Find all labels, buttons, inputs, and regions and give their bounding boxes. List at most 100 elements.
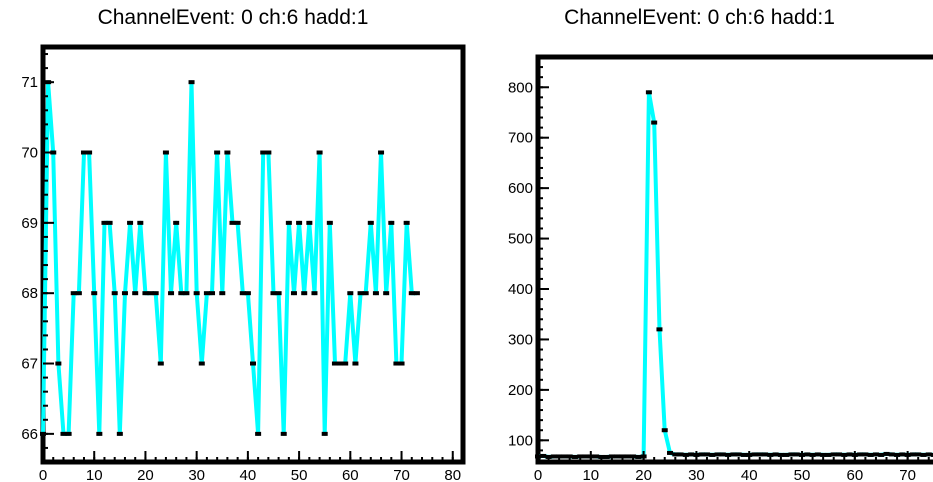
right-data-point bbox=[830, 452, 837, 457]
right-y-tick-label: 300 bbox=[508, 331, 533, 348]
right-data-point bbox=[894, 452, 901, 457]
right-data-point bbox=[925, 452, 932, 457]
left-series-line bbox=[41, 80, 417, 436]
left-data-point bbox=[234, 220, 241, 225]
right-data-point bbox=[762, 452, 769, 457]
right-data-point bbox=[635, 454, 642, 459]
left-data-point bbox=[316, 150, 323, 155]
right-data-point bbox=[772, 452, 779, 457]
right-data-point bbox=[756, 452, 763, 457]
left-data-point bbox=[255, 431, 262, 436]
right-data-point bbox=[672, 452, 679, 457]
left-y-tick-label: 68 bbox=[21, 285, 38, 302]
right-data-point bbox=[915, 452, 922, 457]
right-data-point bbox=[751, 452, 758, 457]
right-data-point bbox=[619, 454, 626, 459]
left-data-point bbox=[106, 220, 113, 225]
left-data-point bbox=[91, 291, 98, 296]
left-data-point bbox=[209, 291, 216, 296]
left-data-point bbox=[265, 150, 272, 155]
right-data-point bbox=[550, 454, 557, 459]
right-data-point bbox=[645, 90, 652, 95]
right-data-point bbox=[888, 452, 895, 457]
left-data-point bbox=[331, 361, 338, 366]
left-data-point bbox=[250, 361, 256, 366]
left-y-tick-label: 70 bbox=[21, 145, 38, 162]
right-data-point bbox=[730, 452, 737, 457]
left-data-point bbox=[403, 220, 410, 225]
right-data-point bbox=[651, 120, 658, 125]
right-data-point bbox=[777, 452, 784, 457]
left-data-point bbox=[408, 291, 415, 296]
left-data-point bbox=[111, 291, 118, 296]
right-data-point bbox=[883, 451, 890, 456]
right-data-point bbox=[809, 452, 816, 457]
left-data-point bbox=[337, 361, 344, 366]
right-x-tick-label: 0 bbox=[534, 467, 542, 482]
left-data-point bbox=[188, 80, 195, 85]
left-data-point bbox=[101, 220, 108, 225]
right-data-point bbox=[566, 454, 573, 459]
left-data-point bbox=[378, 150, 385, 155]
left-data-point bbox=[270, 291, 277, 296]
left-data-point bbox=[311, 291, 318, 296]
right-data-point bbox=[719, 452, 726, 457]
right-data-point bbox=[540, 453, 547, 458]
right-data-point bbox=[820, 452, 827, 457]
left-data-point bbox=[321, 431, 328, 436]
right-data-point bbox=[788, 452, 795, 457]
left-data-point bbox=[290, 291, 297, 296]
left-data-point bbox=[142, 291, 149, 296]
right-data-point bbox=[814, 452, 821, 457]
left-data-point bbox=[173, 220, 180, 225]
left-data-point bbox=[413, 291, 420, 296]
left-data-point bbox=[55, 361, 62, 366]
right-data-point bbox=[767, 452, 774, 457]
left-data-point bbox=[214, 150, 221, 155]
right-y-tick-label: 200 bbox=[508, 382, 533, 399]
right-data-point bbox=[783, 452, 790, 457]
left-data-point bbox=[219, 291, 226, 296]
right-y-tick-label: 500 bbox=[508, 231, 533, 248]
right-data-point bbox=[931, 452, 933, 457]
right-x-tick-label: 60 bbox=[846, 467, 863, 482]
left-data-point bbox=[80, 150, 87, 155]
right-y-tick-label: 100 bbox=[508, 432, 533, 449]
right-data-point bbox=[545, 454, 552, 459]
right-chart-panel: ChannelEvent: 0 ch:6 hadd:1 0 10 20 30 40 50 6… bbox=[466, 0, 933, 482]
right-data-point bbox=[841, 452, 848, 457]
right-y-tick-label: 800 bbox=[508, 79, 533, 96]
right-data-point bbox=[624, 454, 631, 459]
right-data-point bbox=[878, 452, 885, 457]
left-x-tick-label: 0 bbox=[39, 467, 47, 482]
right-data-point bbox=[556, 454, 563, 459]
right-data-point bbox=[835, 452, 842, 457]
left-x-tick-label: 80 bbox=[444, 467, 461, 482]
left-x-tick-label: 50 bbox=[291, 467, 308, 482]
right-data-point bbox=[740, 452, 747, 457]
right-data-point bbox=[867, 452, 874, 457]
left-data-point bbox=[168, 291, 175, 296]
left-data-point bbox=[183, 291, 190, 296]
left-data-point bbox=[301, 291, 308, 296]
right-x-tick-label: 40 bbox=[741, 467, 758, 482]
left-data-point bbox=[60, 431, 67, 436]
left-data-point bbox=[147, 291, 154, 296]
left-data-point bbox=[96, 431, 103, 436]
left-data-point bbox=[137, 220, 144, 225]
left-data-point bbox=[193, 291, 200, 296]
right-data-point bbox=[872, 452, 879, 457]
right-data-point bbox=[677, 452, 684, 457]
left-data-point bbox=[372, 291, 379, 296]
left-x-tick-label: 40 bbox=[240, 467, 257, 482]
left-data-point bbox=[70, 291, 77, 296]
left-data-point bbox=[152, 291, 159, 296]
right-data-point bbox=[603, 454, 610, 459]
right-data-point bbox=[857, 452, 864, 457]
right-data-point bbox=[793, 452, 800, 457]
right-data-point bbox=[909, 452, 916, 457]
right-data-point bbox=[714, 452, 721, 457]
left-data-point bbox=[326, 220, 333, 225]
right-data-point bbox=[804, 452, 811, 457]
left-data-point bbox=[244, 291, 251, 296]
